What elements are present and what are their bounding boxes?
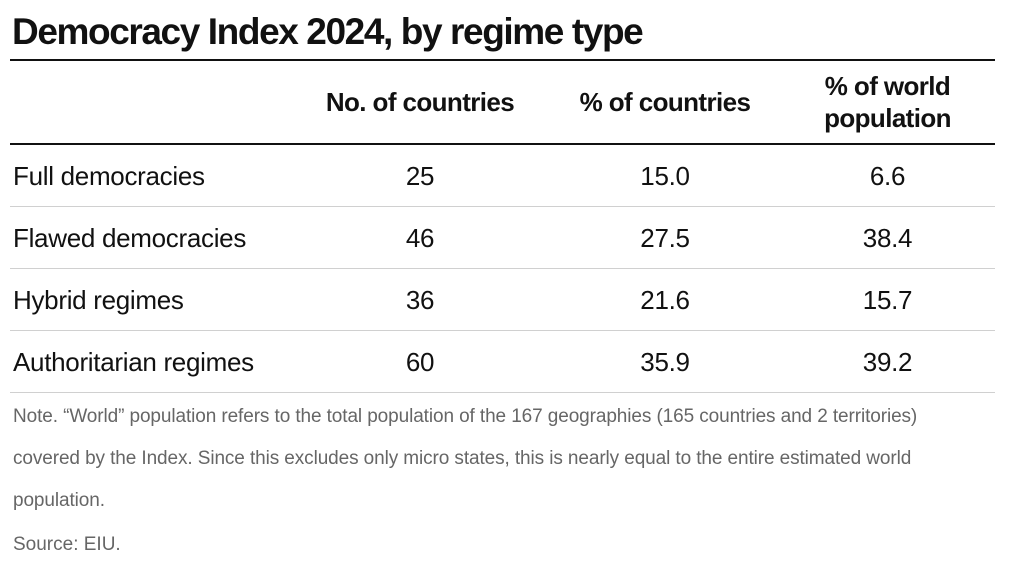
cell-pct-countries: 15.0 — [550, 144, 780, 207]
cell-countries: 36 — [290, 268, 550, 331]
cell-countries: 46 — [290, 206, 550, 269]
cell-countries: 60 — [290, 330, 550, 393]
table-row: Full democracies 25 15.0 6.6 — [10, 144, 995, 207]
row-label: Hybrid regimes — [10, 268, 290, 331]
table-row: Flawed democracies 46 27.5 38.4 — [10, 206, 995, 269]
table-header-row: No. of countries % of countries % of wor… — [10, 61, 995, 145]
cell-pct-population: 39.2 — [780, 330, 995, 393]
title-rule — [10, 59, 995, 61]
row-label: Flawed democracies — [10, 206, 290, 269]
row-label: Authoritarian regimes — [10, 330, 290, 393]
table-row: Hybrid regimes 36 21.6 15.7 — [10, 268, 995, 331]
regime-table: No. of countries % of countries % of wor… — [10, 61, 995, 393]
cell-pct-countries: 21.6 — [550, 268, 780, 331]
cell-pct-countries: 27.5 — [550, 206, 780, 269]
cell-pct-population: 38.4 — [780, 206, 995, 269]
header-pct-countries: % of countries — [550, 61, 780, 145]
chart-source: Source: EIU. — [13, 534, 121, 555]
header-label — [10, 61, 290, 145]
cell-countries: 25 — [290, 144, 550, 207]
header-countries: No. of countries — [290, 61, 550, 145]
chart-title: Democracy Index 2024, by regime type — [12, 11, 644, 52]
chart-note: Note. “World” population refers to the t… — [13, 406, 918, 511]
cell-pct-population: 6.6 — [780, 144, 995, 207]
header-pct-population-text: % of world population — [824, 71, 951, 133]
row-label: Full democracies — [10, 144, 290, 207]
cell-pct-countries: 35.9 — [550, 330, 780, 393]
cell-pct-population: 15.7 — [780, 268, 995, 331]
table-row: Authoritarian regimes 60 35.9 39.2 — [10, 330, 995, 393]
header-pct-population: % of world population — [780, 61, 995, 145]
